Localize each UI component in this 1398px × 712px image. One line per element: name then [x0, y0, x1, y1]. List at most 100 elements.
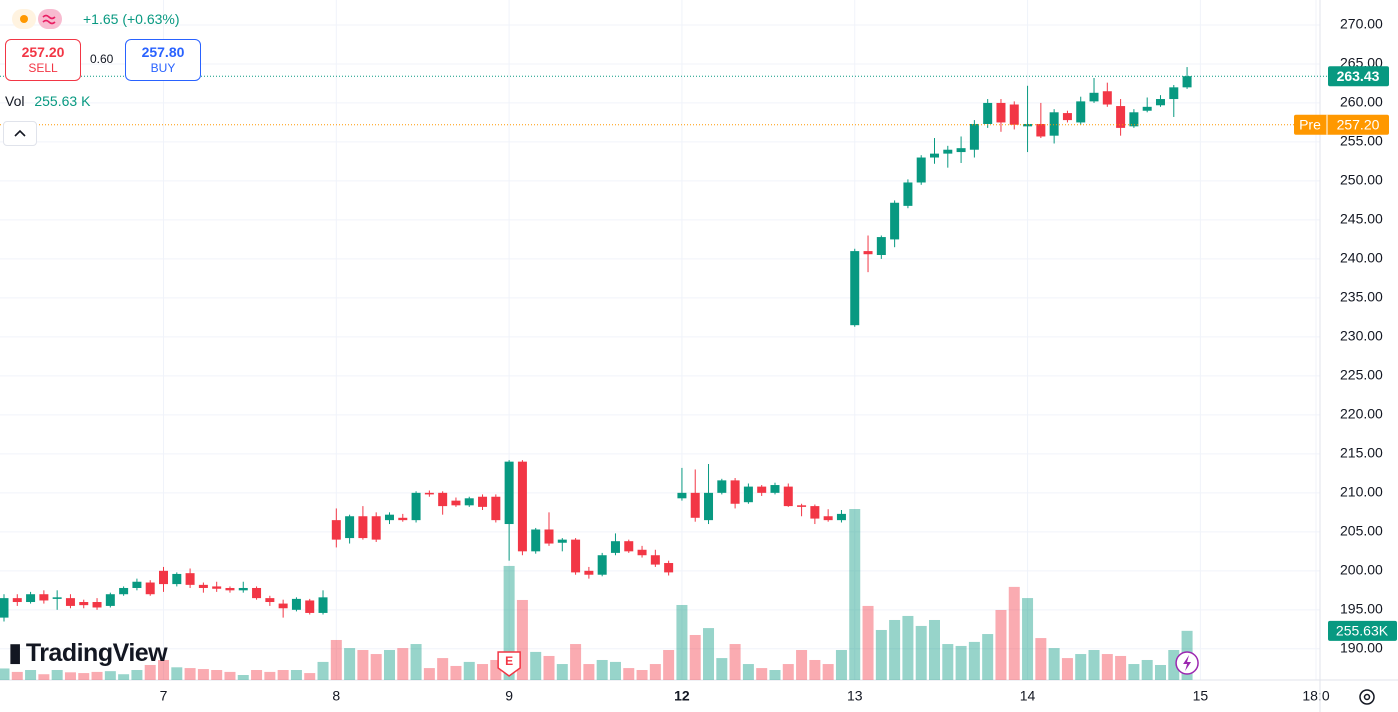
logo-mark: ▮ [8, 637, 22, 667]
sell-button[interactable]: 257.20 SELL [5, 39, 81, 81]
volume-bar [118, 674, 130, 680]
candle-body [52, 597, 62, 599]
candle-body [1049, 112, 1059, 136]
candle-body [265, 598, 275, 603]
candle-body [12, 598, 22, 603]
candle-body [238, 587, 248, 591]
candle-body [318, 597, 328, 613]
collapse-button[interactable] [3, 121, 37, 146]
volume-bar [11, 671, 23, 680]
event-icon [1183, 655, 1192, 671]
pre-name: Pre [1299, 116, 1321, 132]
volume-bar [1128, 664, 1140, 680]
candle-body [783, 486, 793, 507]
volume-bar [304, 673, 316, 680]
volume-bar [636, 669, 648, 680]
volume-bar [144, 664, 156, 680]
candle-body [305, 600, 315, 613]
x-tick-label: 7 [160, 688, 168, 704]
candle-body [424, 492, 434, 495]
volume-bar [676, 604, 688, 680]
candle-body [1102, 91, 1112, 105]
y-tick-label: 210.00 [1340, 484, 1383, 500]
candle-body [438, 492, 448, 507]
volume-bar [38, 674, 50, 680]
candle-body [105, 594, 115, 606]
candle-body [331, 520, 341, 540]
candle-body [677, 492, 687, 499]
x-tick-label: 8 [332, 688, 340, 704]
volume-bar [383, 649, 395, 680]
chevron-up [14, 129, 26, 137]
candle-body [863, 251, 873, 255]
buy-button[interactable]: 257.80 BUY [125, 39, 201, 81]
candle-body [132, 581, 142, 588]
volume-bar [968, 641, 980, 680]
candle-body [730, 480, 740, 504]
volume-bar [237, 674, 249, 680]
volume-bar [742, 664, 754, 680]
volume-bar [1022, 598, 1034, 680]
volume-bar [0, 668, 10, 680]
candle-body [531, 529, 541, 552]
volume-bar [516, 599, 528, 680]
candle-body [65, 598, 75, 606]
volume-bar [197, 669, 209, 680]
status-icons[interactable] [12, 8, 62, 30]
candle-body [597, 555, 607, 575]
volume-legend: Vol 255.63 K [5, 93, 90, 109]
volume-bar [290, 669, 302, 680]
volume-bar [809, 659, 821, 680]
x-tick-label: 9 [505, 688, 513, 704]
volume-bar [623, 668, 635, 680]
volume-bar [330, 639, 342, 680]
candle-body [411, 492, 421, 521]
y-tick-label: 195.00 [1340, 601, 1383, 617]
volume-bar [357, 649, 369, 680]
candle-body [198, 584, 208, 588]
candle-body [1089, 92, 1099, 102]
candle-body [358, 516, 368, 539]
volume-bar [477, 664, 489, 680]
candle-body [1155, 99, 1165, 106]
candle-body [943, 149, 953, 154]
y-tick-label: 230.00 [1340, 328, 1383, 344]
candle-body [504, 461, 514, 525]
candle-body [1129, 112, 1139, 127]
candle-body [398, 517, 408, 521]
candle-body [1009, 104, 1019, 125]
volume-bar [1075, 654, 1087, 680]
candle-body [384, 514, 394, 521]
candle-body [637, 549, 647, 556]
sell-price: 257.20 [21, 44, 65, 60]
volume-box [1328, 620, 1397, 641]
icons [12, 9, 62, 29]
volume-bar [982, 634, 994, 680]
y-tick-label: 240.00 [1340, 250, 1383, 266]
volume-bar [929, 619, 941, 680]
change: +1.65 (+0.63%) [83, 11, 180, 27]
volume-bar [756, 668, 768, 680]
volume-bar [649, 664, 661, 680]
volume-bar [1008, 586, 1020, 680]
y-tick-label: 190.00 [1340, 640, 1383, 656]
candle-body [1182, 76, 1192, 88]
candle-body [1169, 87, 1179, 100]
volume-bar [51, 669, 63, 680]
candle-body [1076, 101, 1086, 123]
volume-bar [1141, 659, 1153, 680]
last-volume-label: 255.63K [1336, 623, 1389, 639]
candle-body [79, 602, 89, 606]
candle-body [757, 486, 767, 493]
volume-bar [397, 648, 409, 680]
logo[interactable]: ▮ TradingView [8, 637, 168, 668]
y-tick-label: 260.00 [1340, 94, 1383, 110]
x-tick-label: 13 [847, 688, 863, 704]
volume-bar [942, 644, 954, 680]
candle-body [278, 603, 288, 609]
candle-body [876, 237, 886, 255]
delay-icon [38, 9, 62, 29]
x-tick-label: 14 [1020, 688, 1036, 704]
